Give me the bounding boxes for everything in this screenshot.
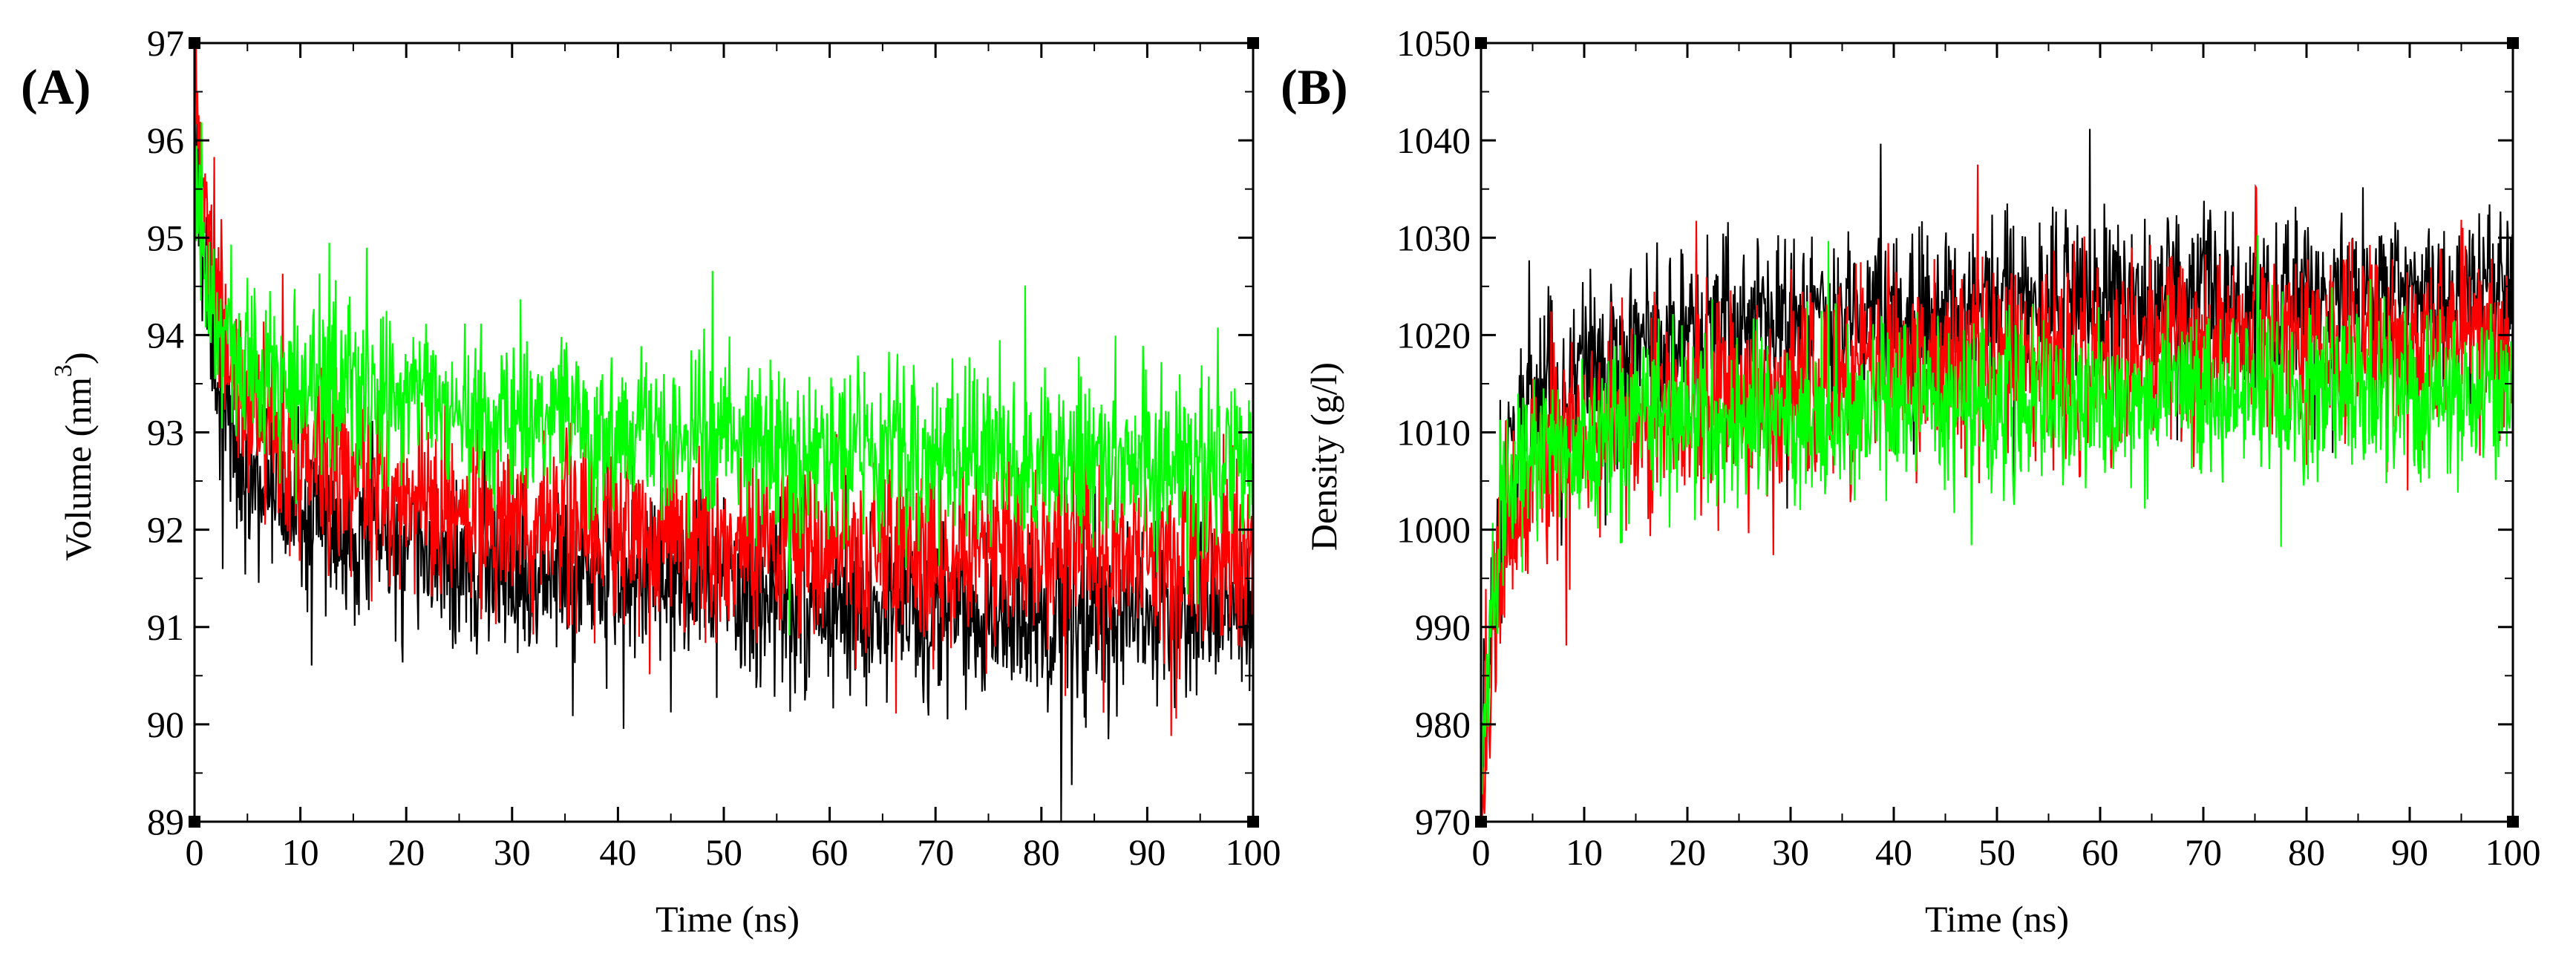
y-tick-label: 990 — [1415, 606, 1471, 648]
density-traces — [1481, 128, 2513, 822]
y-tick-label: 89 — [147, 801, 184, 842]
series-line-green — [1481, 235, 2513, 795]
series-line-green — [194, 78, 1253, 636]
x-tick-label: 10 — [1566, 831, 1603, 873]
y-tick-label: 1020 — [1396, 314, 1471, 356]
y-tick-label: 1050 — [1396, 22, 1471, 64]
y-tick-label: 92 — [147, 509, 184, 551]
x-tick-label: 70 — [2185, 831, 2222, 873]
x-tick-label: 20 — [1669, 831, 1706, 873]
x-axis-title-time: Time (ns) — [1925, 898, 2069, 940]
y-tick-label: 980 — [1415, 704, 1471, 745]
x-tick-label: 10 — [282, 831, 319, 873]
x-tick-label: 60 — [811, 831, 849, 873]
volume-axes: 0 10 20 30 40 50 60 70 80 90 100 89 90 91 92 93 94 95 96 97 — [147, 22, 1281, 873]
x-tick-label: 80 — [2288, 831, 2325, 873]
x-tick-label: 30 — [1772, 831, 1809, 873]
panel-b-density-chart: (B) 0 10 20 30 40 50 60 70 80 90 10097098099010001… — [1281, 22, 2541, 940]
x-tick-label: 0 — [1472, 831, 1491, 873]
y-tick-label: 96 — [147, 120, 184, 161]
y-axis-title-volume: Volume (nm3) — [50, 352, 99, 560]
density-axes: 0 10 20 30 40 50 60 70 80 90 100970980990100010101… — [1396, 22, 2541, 873]
x-tick-label: 60 — [2082, 831, 2119, 873]
y-tick-label: 94 — [147, 314, 184, 356]
x-tick-label: 70 — [917, 831, 954, 873]
panel-label-a: (A) — [21, 59, 91, 115]
y-tick-label: 91 — [147, 606, 184, 648]
panel-label-b: (B) — [1281, 59, 1348, 115]
x-tick-label: 80 — [1023, 831, 1060, 873]
x-tick-label: 100 — [2485, 831, 2541, 873]
y-tick-label: 1030 — [1396, 217, 1471, 258]
panel-a-volume-chart: (A) 0 10 20 30 40 50 60 70 80 90 100 89 90 91 92 93 94 95… — [21, 22, 1281, 940]
y-tick-label: 1010 — [1396, 412, 1471, 454]
y-axis-title-density: Density (g/l) — [1303, 362, 1344, 551]
x-axis-title-time: Time (ns) — [656, 898, 800, 940]
x-tick-label: 50 — [1978, 831, 2016, 873]
x-tick-label: 40 — [1875, 831, 1912, 873]
y-tick-label: 93 — [147, 412, 184, 454]
y-tick-label: 97 — [147, 22, 184, 64]
x-tick-label: 90 — [2391, 831, 2428, 873]
x-tick-label: 90 — [1128, 831, 1166, 873]
y-tick-label: 90 — [147, 704, 184, 745]
y-tick-label: 970 — [1415, 801, 1471, 842]
x-tick-label: 50 — [705, 831, 742, 873]
series-line-black — [1481, 128, 2513, 808]
y-tick-label: 95 — [147, 217, 184, 258]
volume-traces — [194, 43, 1253, 822]
x-tick-label: 100 — [1226, 831, 1281, 873]
y-tick-label: 1040 — [1396, 120, 1471, 161]
y-tick-label: 1000 — [1396, 509, 1471, 551]
x-tick-label: 20 — [388, 831, 425, 873]
x-tick-label: 40 — [599, 831, 636, 873]
x-tick-label: 0 — [186, 831, 204, 873]
x-tick-label: 30 — [494, 831, 531, 873]
